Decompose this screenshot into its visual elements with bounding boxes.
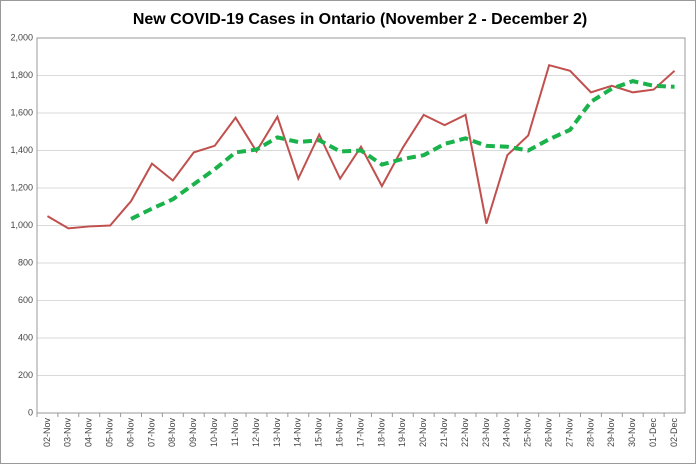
x-tick-label: 19-Nov [397,418,407,448]
x-tick-label: 23-Nov [481,418,491,448]
x-tick-label: 25-Nov [523,418,533,448]
y-tick-label: 600 [18,295,33,305]
y-tick-label: 2,000 [10,32,33,42]
x-tick-label: 02-Nov [42,418,52,448]
x-tick-label: 21-Nov [439,418,449,448]
y-tick-label: 1,800 [10,70,33,80]
x-tick-label: 26-Nov [544,418,554,448]
y-tick-label: 1,600 [10,107,33,117]
x-tick-label: 16-Nov [334,418,344,448]
plot-border [36,37,686,414]
x-tick-label: 22-Nov [460,418,470,448]
x-tick-label: 24-Nov [502,418,512,448]
x-tick-label: 12-Nov [251,418,261,448]
x-tick-label: 02-Dec [669,418,679,448]
x-tick-label: 07-Nov [146,418,156,448]
x-tick-label: 13-Nov [272,418,282,448]
x-tick-label: 06-Nov [125,418,135,448]
x-tick-label: 18-Nov [376,418,386,448]
x-tick-label: 17-Nov [355,418,365,448]
y-tick-label: 1,000 [10,220,33,230]
x-tick-label: 20-Nov [418,418,428,448]
x-tick-label: 03-Nov [63,418,73,448]
y-tick-label: 1,400 [10,145,33,155]
x-tick-label: 27-Nov [564,418,574,448]
x-tick-label: 04-Nov [84,418,94,448]
y-tick-label: 1,200 [10,182,33,192]
x-tick-label: 28-Nov [585,418,595,448]
x-tick-label: 15-Nov [314,418,324,448]
y-tick-label: 400 [18,332,33,342]
x-tick-label: 30-Nov [627,418,637,448]
chart-title: New COVID-19 Cases in Ontario (November … [133,11,587,28]
x-tick-label: 08-Nov [167,418,177,448]
x-tick-label: 11-Nov [230,418,240,447]
x-tick-label: 05-Nov [105,418,115,448]
series-line [130,79,675,221]
y-tick-label: 200 [18,370,33,380]
x-tick-label: 29-Nov [606,418,616,448]
x-tick-label: 01-Dec [648,418,658,448]
x-tick-label: 09-Nov [188,418,198,448]
series-line [46,63,676,230]
y-tick-label: 800 [18,257,33,267]
x-tick-label: 14-Nov [293,418,303,448]
y-tick-label: 0 [28,407,33,417]
x-tick-label: 10-Nov [209,418,219,448]
